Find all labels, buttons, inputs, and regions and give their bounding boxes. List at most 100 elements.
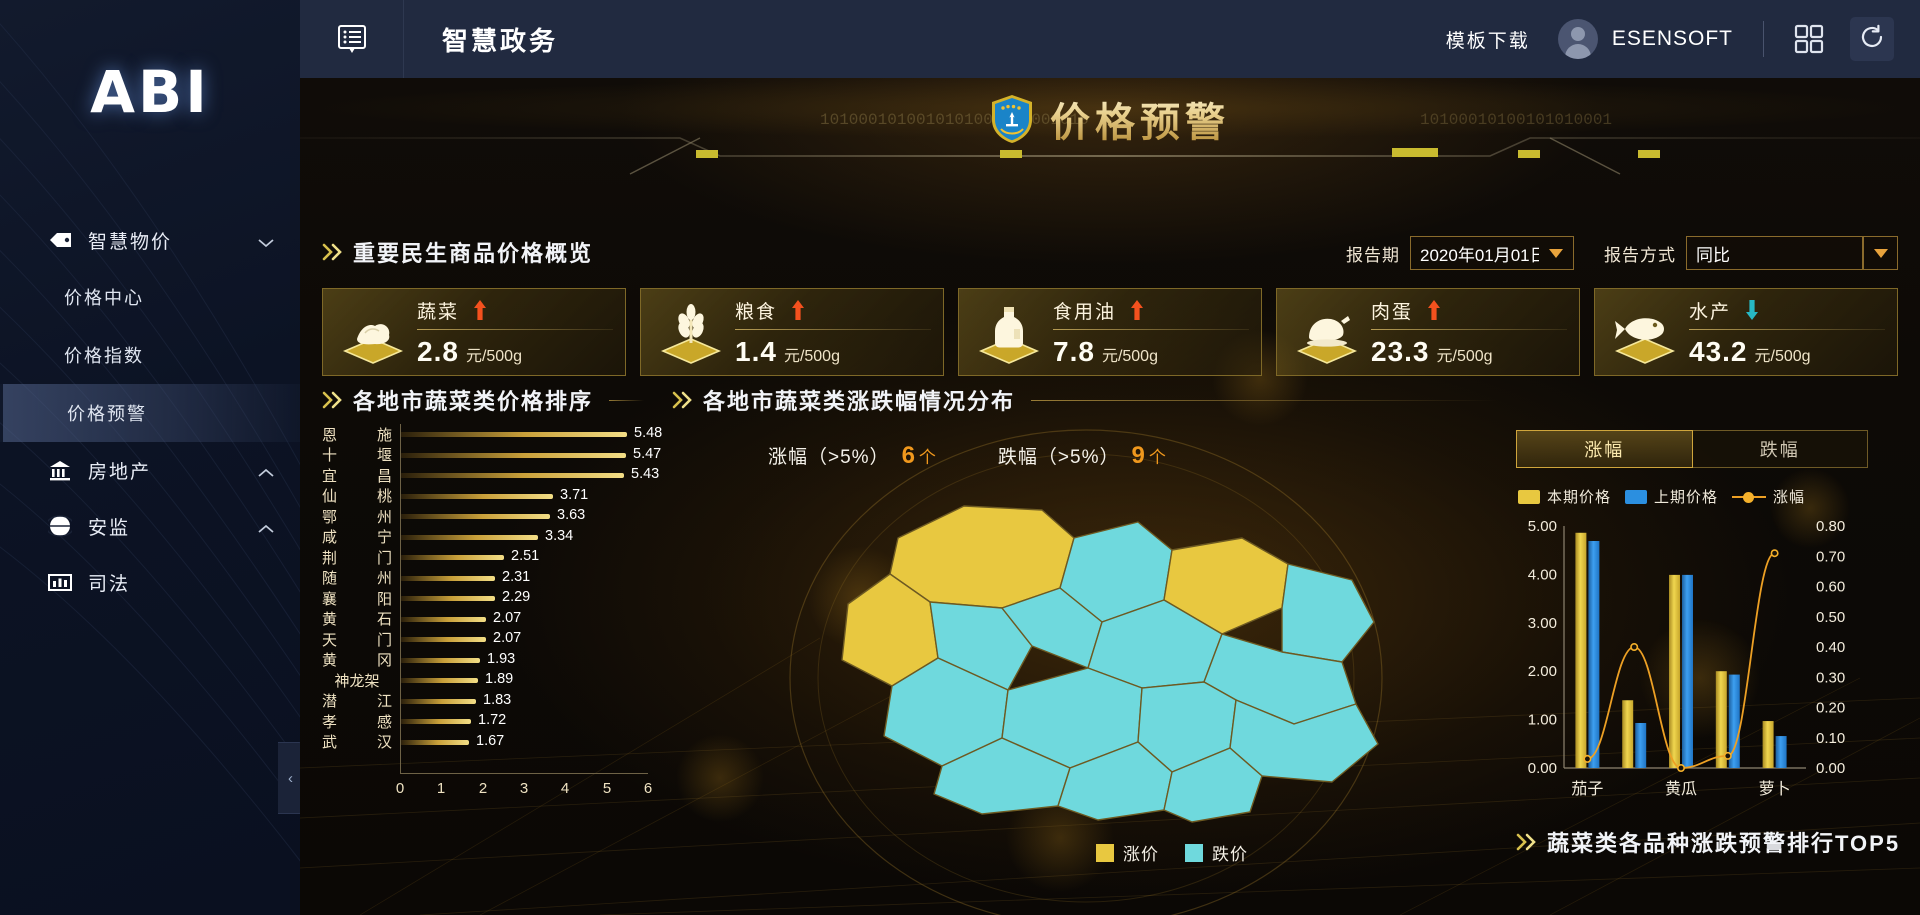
- template-download-link[interactable]: 模板下载: [1445, 30, 1530, 52]
- map-section-head: 各地市蔬菜类涨跌幅情况分布: [672, 384, 1498, 416]
- chevron-up-icon[interactable]: [258, 465, 274, 477]
- section-title: 蔬菜类各品种涨跌预警排行TOP5: [1547, 830, 1901, 856]
- bar-previous-price[interactable]: [1588, 541, 1600, 768]
- tag-icon: [48, 229, 74, 251]
- legend-swatch: [1096, 843, 1114, 862]
- kpi-card-meat-egg[interactable]: 肉蛋 23.3 元/500g: [1276, 288, 1580, 376]
- bank-icon: [48, 459, 74, 481]
- map-region: [1281, 563, 1375, 663]
- bar-previous-price[interactable]: [1635, 722, 1647, 768]
- overview-section-head: 重要民生商品价格概览: [322, 236, 1022, 268]
- axis-tick-label: 0.20: [1816, 700, 1845, 717]
- kpi-card-aquatic[interactable]: 水产 43.2 元/500g: [1594, 288, 1898, 376]
- sidebar-subitem-label: 价格指数: [64, 346, 144, 366]
- sidebar-item-price-alert[interactable]: 价格预警: [0, 384, 300, 442]
- brand-logo: ABI: [90, 58, 210, 126]
- bar-current-price[interactable]: [1762, 721, 1774, 768]
- city-label: 黄石: [322, 611, 392, 629]
- bar-track: 1.67: [400, 732, 662, 753]
- bar-current-price[interactable]: [1669, 574, 1680, 768]
- bar-fill: [400, 616, 486, 622]
- chevron-up-icon[interactable]: [258, 521, 274, 533]
- bar-previous-price[interactable]: [1775, 736, 1787, 768]
- bar-value-label: 2.51: [511, 548, 540, 564]
- line-data-point[interactable]: [1630, 643, 1639, 652]
- chart-x-ticks: 0 1 2 3 4 5 6: [396, 780, 652, 802]
- list-doc-icon: [335, 22, 369, 56]
- username-label: ESENSOFT: [1611, 27, 1733, 50]
- map-stats: 涨幅（>5%） 6 个 跌幅（>5%） 9 个: [768, 442, 1166, 470]
- top5-combo-chart[interactable]: 0.00 1.00 2.00 3.00 4.00 5.00 0.00 0.10 0.20 0.30…: [1516, 516, 1898, 846]
- top5-panel: 涨幅 跌幅 本期价格 上期价格 涨幅: [1516, 424, 1898, 904]
- sidebar-nav: 智慧物价 价格中心 价格指数 价格预警: [0, 212, 300, 610]
- chart-axis-line: [400, 424, 401, 773]
- sidebar: ABI 智慧物价 价格中心 价格指数: [0, 0, 300, 915]
- axis-tick-label: 0: [395, 780, 405, 797]
- shield-emblem-icon: [990, 94, 1034, 144]
- sidebar-item-real-estate[interactable]: 房地产: [0, 442, 300, 498]
- top5-legend: 本期价格 上期价格 涨幅: [1518, 486, 1805, 507]
- period-select[interactable]: 2020年01月01日: [1410, 236, 1574, 270]
- city-rank-row: 荆门 2.51: [322, 547, 662, 568]
- legend-growth-rate[interactable]: 涨幅: [1732, 486, 1805, 507]
- mode-select[interactable]: 同比: [1686, 236, 1898, 270]
- oil-bottle-icon: [971, 297, 1047, 367]
- hubei-map[interactable]: [702, 476, 1468, 836]
- sidebar-item-price-index[interactable]: 价格指数: [0, 326, 300, 384]
- map-stat-unit: 个: [1148, 448, 1166, 467]
- kpi-card-grain[interactable]: 粮食 1.4 元/500g: [640, 288, 944, 376]
- bar-value-label: 1.93: [487, 650, 516, 667]
- top-bar: 智慧政务 模板下载 ESENSOFT: [300, 0, 1920, 78]
- bar-fill: [400, 698, 476, 704]
- bar-current-price[interactable]: [1575, 532, 1587, 768]
- avatar[interactable]: [1557, 19, 1598, 59]
- bar-fill: [400, 637, 486, 642]
- trend-up-icon: [791, 299, 805, 321]
- divider: [735, 328, 931, 330]
- kpi-card-cooking-oil[interactable]: 食用油 7.8 元/500g: [958, 288, 1262, 376]
- sidebar-collapse-button[interactable]: ‹: [278, 742, 300, 814]
- city-label: 恩施: [322, 426, 392, 444]
- distribution-map-panel: 涨幅（>5%） 6 个 跌幅（>5%） 9 个: [672, 424, 1498, 904]
- axis-tick-label: 2: [478, 780, 488, 797]
- divider: [1053, 328, 1249, 330]
- mode-value: 同比: [1687, 237, 1863, 269]
- chevron-down-icon[interactable]: [1863, 237, 1897, 269]
- sidebar-item-price-center[interactable]: 价格中心: [0, 268, 300, 326]
- axis-tick-label: 6: [643, 780, 653, 797]
- line-data-point[interactable]: [1770, 549, 1779, 558]
- page-banner: 价格预警: [300, 78, 1920, 160]
- tab-rise[interactable]: 涨幅: [1516, 430, 1693, 468]
- bar-current-price[interactable]: [1622, 700, 1634, 768]
- sidebar-item-safety-supervision[interactable]: 安监: [0, 498, 300, 554]
- tab-fall[interactable]: 跌幅: [1692, 430, 1868, 468]
- city-label: 黄冈: [322, 652, 392, 670]
- chevron-down-icon[interactable]: [1539, 237, 1573, 269]
- kpi-unit: 元/500g: [1754, 347, 1811, 365]
- bar-track: 2.51: [400, 547, 662, 568]
- city-label: 襄阳: [322, 590, 392, 608]
- kpi-unit: 元/500g: [1436, 347, 1493, 365]
- refresh-button[interactable]: [1850, 17, 1894, 61]
- grid-apps-icon[interactable]: [1794, 24, 1824, 54]
- city-label: 随州: [322, 570, 392, 588]
- sidebar-item-judiciary[interactable]: 司法: [0, 554, 300, 610]
- line-data-point[interactable]: [1723, 751, 1732, 760]
- double-chevron-icon: [322, 390, 344, 410]
- legend-previous-price[interactable]: 上期价格: [1625, 486, 1718, 507]
- sidebar-item-label: 安监: [88, 517, 131, 539]
- menu-toggle-button[interactable]: [300, 0, 404, 78]
- chevron-down-icon[interactable]: [258, 235, 274, 248]
- axis-tick-label: 4.00: [1528, 566, 1557, 583]
- legend-current-price[interactable]: 本期价格: [1518, 486, 1611, 507]
- bar-previous-price[interactable]: [1728, 674, 1740, 768]
- city-label: 神龙架: [334, 672, 380, 690]
- sidebar-item-smart-price[interactable]: 智慧物价: [0, 212, 300, 268]
- sidebar-subitem-label: 价格预警: [67, 404, 147, 424]
- bar-previous-price[interactable]: [1682, 574, 1693, 768]
- line-data-point[interactable]: [1677, 764, 1686, 773]
- line-data-point[interactable]: [1583, 754, 1592, 763]
- kpi-card-vegetable[interactable]: 蔬菜 2.8 元/500g: [322, 288, 626, 376]
- bar-current-price[interactable]: [1715, 671, 1727, 768]
- divider: [1371, 328, 1567, 330]
